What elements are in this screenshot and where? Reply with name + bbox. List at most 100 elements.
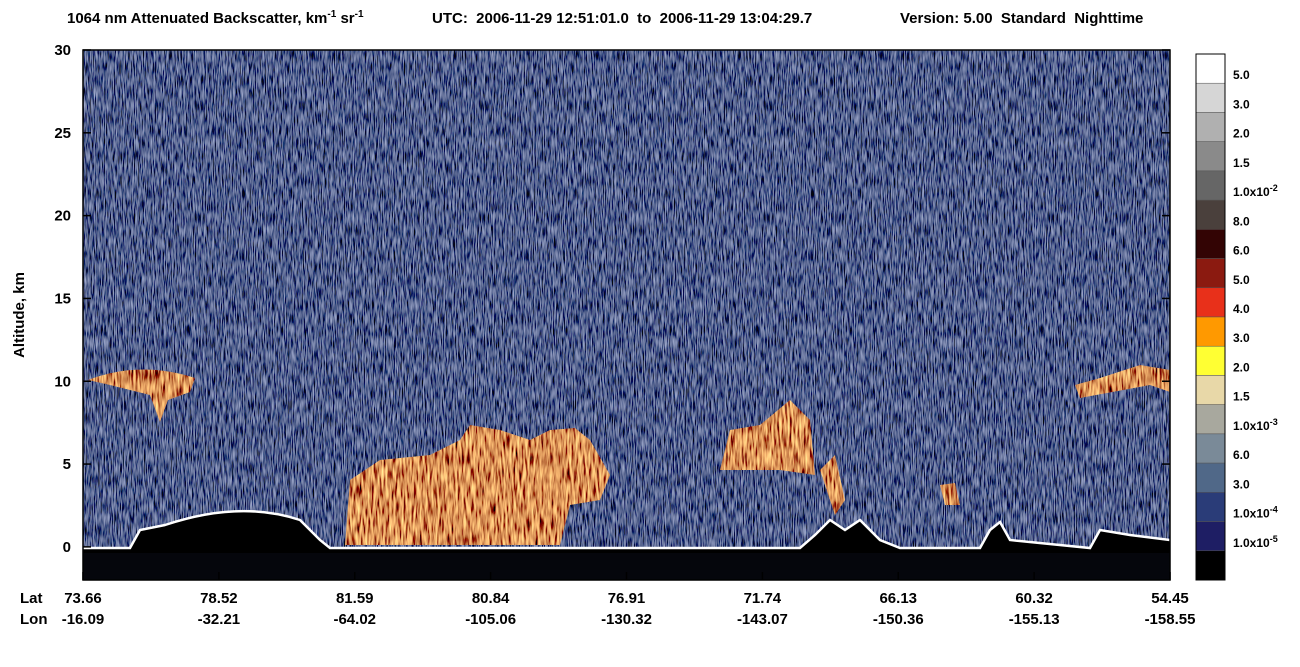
colorbar-label-text: 1.5 (1233, 156, 1250, 170)
title-sup: -1 (355, 9, 364, 20)
colorbar-label: 6.0 (1233, 244, 1250, 258)
colorbar-label-text: 3.0 (1233, 477, 1250, 491)
x-tick-label: -16.09 (62, 611, 105, 628)
colorbar-swatch (1195, 258, 1226, 289)
colorbar-label: 1.0x10-5 (1233, 534, 1278, 550)
colorbar-label: 2.0 (1233, 360, 1250, 374)
clouds (88, 365, 1170, 545)
colorbar-frame (1195, 53, 1226, 581)
colorbar-label: 5.0 (1233, 68, 1250, 82)
colorbar-swatch (1195, 229, 1226, 259)
x-tick-label: -64.02 (333, 611, 376, 628)
x-tick-label: -155.13 (1009, 611, 1060, 628)
colorbar-swatch (1195, 492, 1226, 522)
colorbar-swatch (1195, 316, 1226, 347)
colorbar-label-text: 2.0 (1233, 127, 1250, 141)
colorbar-label: 5.0 (1233, 273, 1250, 287)
colorbar-swatch (1195, 404, 1226, 435)
chart-title: 1064 nm Attenuated Backscatter, km-1 sr-… (67, 9, 364, 27)
colorbar-label: 3.0 (1233, 331, 1250, 345)
colorbar-label-sup: -5 (1270, 534, 1278, 544)
colorbar-label-text: 1.5 (1233, 390, 1250, 404)
y-axis-label: Altitude, km (11, 272, 28, 358)
terrain (83, 511, 1170, 553)
x-tick-label: 76.91 (608, 590, 646, 607)
lat-label: Lat (20, 590, 43, 607)
colorbar-swatch (1195, 375, 1226, 405)
colorbar-swatch (1195, 550, 1226, 581)
cloud (88, 369, 195, 422)
x-tick-label: 78.52 (200, 590, 238, 607)
y-tick-label: 20 (54, 208, 71, 225)
colorbar-label-text: 1.0x10 (1233, 507, 1270, 521)
time-range: UTC: 2006-11-29 12:51:01.0 to 2006-11-29… (432, 10, 812, 27)
y-tick-label: 10 (54, 373, 71, 390)
colorbar-label: 4.0 (1233, 302, 1250, 316)
colorbar-label-sup: -3 (1270, 417, 1278, 427)
x-tick-label: -130.32 (601, 611, 652, 628)
colorbar-label-text: 6.0 (1233, 448, 1250, 462)
colorbar-label: 8.0 (1233, 214, 1250, 228)
colorbar-label-text: 1.0x10 (1233, 536, 1270, 550)
x-tick-label: 71.74 (744, 590, 782, 607)
colorbar-label-text: 5.0 (1233, 273, 1250, 287)
colorbar-swatch (1195, 82, 1226, 113)
y-tick-label: 5 (63, 456, 71, 473)
surface (83, 509, 1171, 550)
x-tick-label: -32.21 (198, 611, 241, 628)
x-tick-label: 73.66 (64, 590, 102, 607)
x-tick-label: -158.55 (1145, 611, 1196, 628)
title-main: 1064 nm Attenuated Backscatter, km (67, 10, 327, 27)
y-tick-label: 15 (54, 290, 71, 307)
colorbar-swatch (1195, 141, 1226, 172)
colorbar-swatch (1195, 112, 1226, 142)
cloud (345, 425, 610, 545)
x-tick-label: -150.36 (873, 611, 924, 628)
colorbar-label-sup: -4 (1270, 505, 1278, 515)
colorbar-label-text: 1.0x10 (1233, 419, 1270, 433)
colorbar-label-text: 4.0 (1233, 302, 1250, 316)
lon-label: Lon (20, 611, 48, 628)
colorbar-swatch (1195, 53, 1226, 84)
colorbar-label-text: 5.0 (1233, 68, 1250, 82)
plot-area (82, 49, 1171, 581)
x-tick-label: -105.06 (465, 611, 516, 628)
title-sup: -1 (327, 9, 336, 20)
colorbar-swatch (1195, 287, 1226, 318)
colorbar-swatch (1195, 170, 1226, 201)
x-tick-label: 60.32 (1015, 590, 1053, 607)
colorbar-label-sup: -2 (1270, 183, 1278, 193)
version: Version: 5.00 Standard Nighttime (900, 10, 1143, 27)
colorbar-label: 1.0x10-3 (1233, 417, 1278, 433)
colorbar-swatch (1195, 433, 1226, 464)
x-tick-label: 66.13 (879, 590, 917, 607)
colorbar-label-text: 3.0 (1233, 331, 1250, 345)
colorbar-label: 1.0x10-4 (1233, 505, 1278, 521)
colorbar-label: 3.0 (1233, 97, 1250, 111)
colorbar-swatch (1195, 199, 1226, 230)
noise (83, 50, 1170, 580)
y-tick-label: 25 (54, 125, 71, 142)
colorbar-label: 1.0x10-2 (1233, 183, 1278, 199)
colorbar-label: 1.5 (1233, 156, 1250, 170)
colorbar-label-text: 2.0 (1233, 360, 1250, 374)
cloud (720, 400, 815, 475)
colorbar-swatch (1195, 462, 1226, 493)
colorbar-label-text: 3.0 (1233, 97, 1250, 111)
cloud (1075, 365, 1170, 398)
colorbar-label-text: 6.0 (1233, 244, 1250, 258)
colorbar-label-text: 1.0x10 (1233, 185, 1270, 199)
y-tick-label: 30 (54, 42, 71, 59)
colorbar-label: 3.0 (1233, 477, 1250, 491)
colorbar-label: 2.0 (1233, 127, 1250, 141)
x-tick-label: 81.59 (336, 590, 374, 607)
x-tick-label: 54.45 (1151, 590, 1189, 607)
y-tick-label: 0 (63, 539, 71, 556)
x-tick-label: 80.84 (472, 590, 510, 607)
colorbar-label: 6.0 (1233, 448, 1250, 462)
x-tick-label: -143.07 (737, 611, 788, 628)
cloud (940, 483, 960, 505)
colorbar-swatch (1195, 521, 1226, 552)
cloud (820, 455, 845, 515)
